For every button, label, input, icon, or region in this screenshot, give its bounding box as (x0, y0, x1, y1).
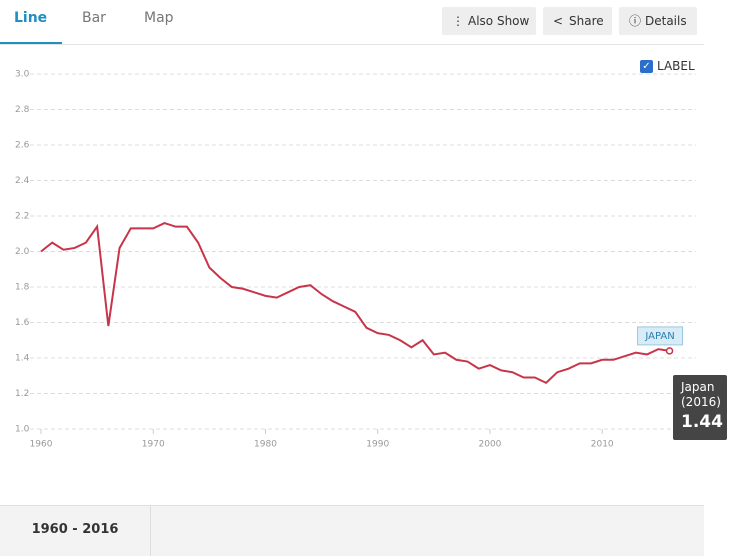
y-tick-label: 2.4 (15, 176, 30, 186)
also-show-button[interactable]: ⋮ Also Show (442, 7, 536, 35)
tooltip-name: Japan (681, 380, 715, 394)
button-label: Details (645, 14, 687, 28)
y-tick-label: 3.0 (15, 70, 30, 80)
tab-line[interactable]: Line (14, 10, 48, 26)
x-tick-label: 1970 (142, 440, 165, 450)
button-label: Share (569, 14, 604, 28)
y-tick-label: 1.8 (15, 283, 30, 293)
icon: ⋮ (452, 14, 464, 28)
y-tick-label: 1.0 (15, 425, 30, 435)
details-button[interactable]: ⓘ Details (619, 7, 697, 35)
range-label[interactable]: 1960 - 2016 (0, 506, 151, 556)
y-tick-label: 2.8 (15, 105, 30, 115)
label-checkbox[interactable]: ✓ (640, 60, 653, 73)
tab-underline (0, 42, 62, 45)
tab-map[interactable]: Map (144, 10, 174, 26)
icon: ⓘ (629, 14, 642, 28)
series-line (40, 222, 670, 385)
x-tick-label: 1990 (366, 440, 389, 450)
share-button[interactable]: < Share (543, 7, 612, 35)
y-tick-label: 1.4 (15, 354, 30, 364)
button-label: Also Show (468, 14, 530, 28)
y-tick-label: 2.6 (15, 141, 30, 151)
x-tick-label: 2010 (591, 440, 614, 450)
y-tick-label: 2.2 (15, 212, 29, 222)
y-tick-label: 1.6 (15, 318, 30, 328)
footer: 1960 - 2016 (0, 505, 704, 556)
label-toggle: LABEL (657, 59, 695, 73)
tab-bar[interactable]: Bar (82, 10, 106, 26)
tooltip: Japan (2016) 1.44 (673, 375, 727, 440)
y-tick-label: 2.0 (15, 247, 30, 257)
series-label: JAPAN (644, 331, 674, 342)
x-tick-label: 1960 (30, 440, 53, 450)
chart: 1.0 1.2 1.4 1.6 1.8 2.0 2.2 2.4 2.6 2.8 3.0 1960 197… (15, 70, 696, 450)
divider (0, 44, 704, 45)
x-tick-label: 1980 (254, 440, 277, 450)
x-tick-label: 2000 (479, 440, 502, 450)
series-label-box (637, 326, 684, 346)
tooltip-value: 1.44 (681, 412, 723, 432)
icon: < (553, 14, 564, 28)
tooltip-period: (2016) (681, 395, 721, 409)
point (665, 347, 674, 355)
y-tick-label: 1.2 (15, 389, 29, 399)
